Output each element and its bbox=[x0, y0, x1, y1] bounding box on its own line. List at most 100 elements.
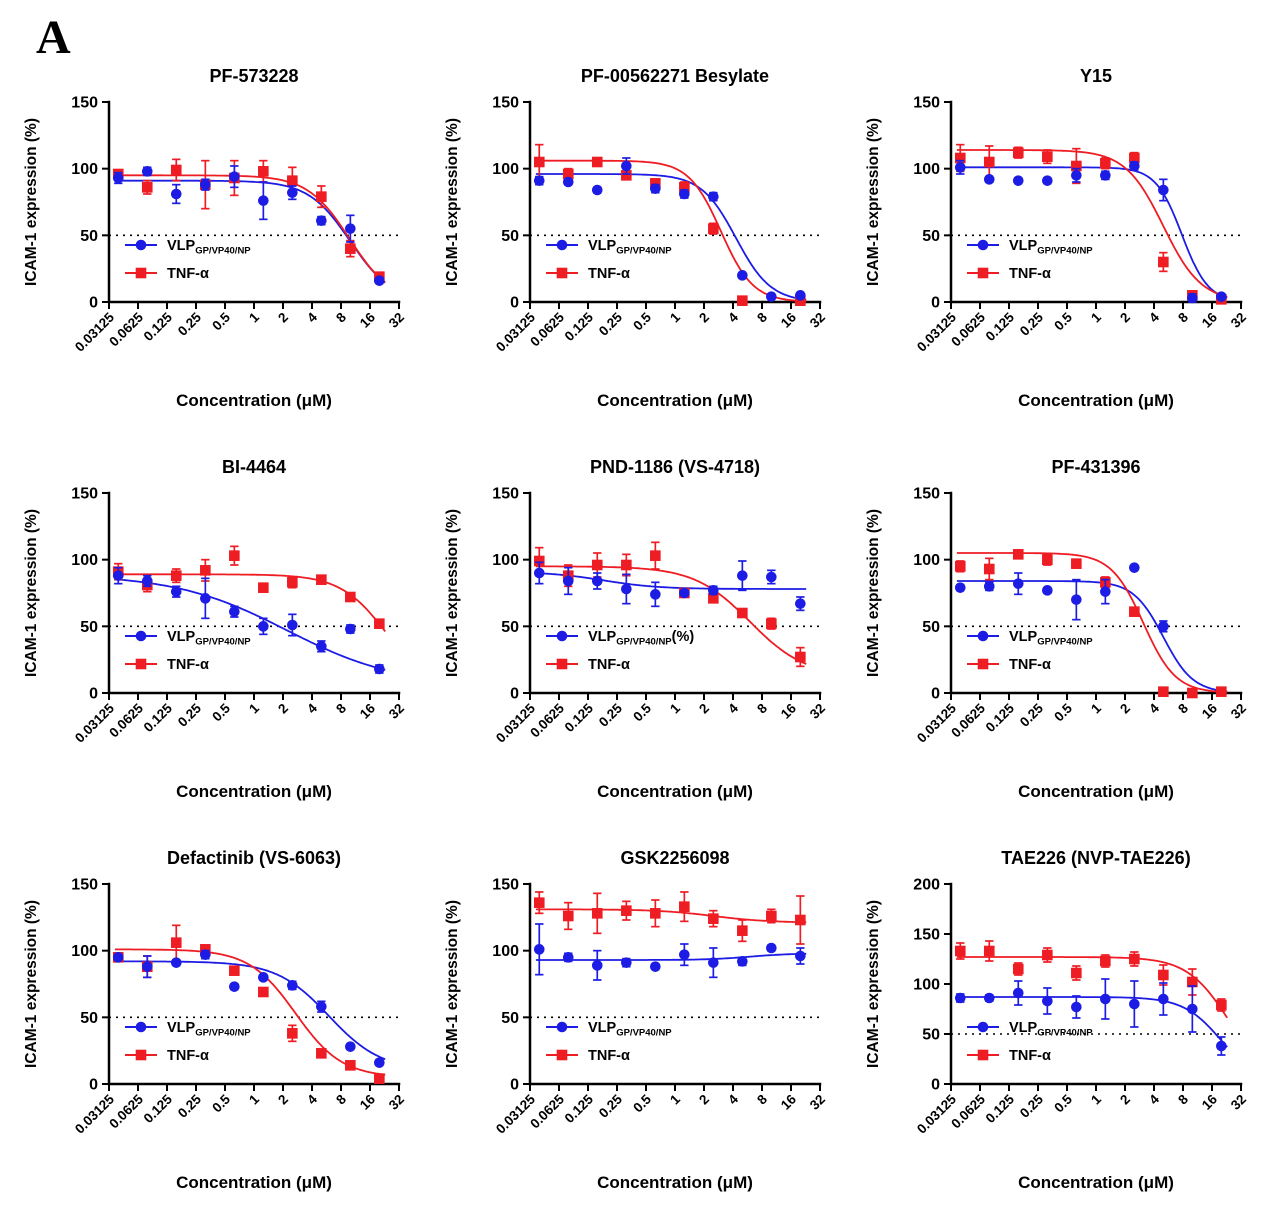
x-tick-label: 4 bbox=[1146, 309, 1162, 325]
chart-title: TAE226 (NVP-TAE226) bbox=[1001, 848, 1190, 868]
legend-marker-circle bbox=[135, 239, 146, 251]
data-point-vlp bbox=[649, 961, 661, 972]
x-tick-label: 0.03125 bbox=[913, 1091, 958, 1136]
x-tick-label: 0.03125 bbox=[492, 309, 537, 354]
x-axis-label: Concentration (μM) bbox=[597, 391, 753, 410]
x-tick-label: 0.25 bbox=[595, 700, 625, 730]
x-tick-label: 2 bbox=[696, 701, 712, 717]
x-tick-label: 32 bbox=[385, 310, 406, 331]
data-point-tnf bbox=[678, 182, 690, 193]
x-tick-label: 32 bbox=[806, 701, 827, 722]
legend-label-vlp: VLPGP/VP40/NP bbox=[167, 1020, 251, 1039]
legend-label-vlp: VLPGP/VP40/NP bbox=[1009, 1020, 1093, 1039]
data-point-vlp bbox=[199, 949, 211, 960]
chart-cell-4: BI-4464 ICAM-1 expression (%) Concentratio… bbox=[8, 441, 429, 826]
fit-curve-vlp bbox=[956, 996, 1228, 1048]
legend-marker-square bbox=[977, 1049, 988, 1061]
data-point-tnf bbox=[170, 164, 182, 176]
data-point-tnf bbox=[533, 897, 545, 908]
x-tick-label: 0.0625 bbox=[106, 700, 146, 740]
data-point-tnf bbox=[373, 618, 385, 629]
data-point-vlp bbox=[678, 949, 690, 960]
data-point-tnf bbox=[954, 152, 966, 164]
data-point-vlp bbox=[765, 942, 777, 954]
x-tick-label: 0.5 bbox=[1051, 1091, 1075, 1115]
x-tick-label: 16 bbox=[356, 309, 378, 331]
chart-cell-6: PF-431396 ICAM-1 expression (%) Concentrat… bbox=[850, 441, 1271, 826]
data-point-tnf bbox=[315, 191, 327, 202]
data-point-vlp bbox=[1012, 578, 1024, 589]
data-point-vlp bbox=[736, 570, 748, 581]
data-point-vlp bbox=[286, 980, 298, 991]
x-tick-label: 4 bbox=[304, 1091, 320, 1107]
x-tick-label: 0.03125 bbox=[71, 1091, 116, 1136]
y-tick-label: 150 bbox=[71, 95, 98, 112]
data-point-tnf bbox=[228, 965, 240, 976]
data-point-tnf bbox=[1041, 949, 1053, 961]
data-point-vlp bbox=[1157, 621, 1169, 632]
y-tick-label: 0 bbox=[510, 686, 519, 703]
data-point-vlp bbox=[315, 215, 327, 226]
x-tick-label: 8 bbox=[1175, 1091, 1191, 1107]
data-point-vlp bbox=[591, 184, 603, 196]
data-point-tnf bbox=[562, 910, 574, 922]
legend-item-tnf: TNF-α bbox=[966, 657, 1051, 673]
x-tick-label: 2 bbox=[696, 310, 712, 326]
data-point-vlp bbox=[1070, 594, 1082, 605]
y-tick-label: 0 bbox=[89, 295, 98, 312]
data-point-vlp bbox=[533, 944, 545, 955]
legend-label-tnf: TNF-α bbox=[588, 1048, 630, 1064]
x-tick-label: 1 bbox=[667, 700, 683, 716]
data-point-vlp bbox=[562, 575, 574, 587]
data-point-tnf bbox=[620, 905, 632, 916]
chart-title: PF-573228 bbox=[209, 66, 298, 86]
data-point-vlp bbox=[141, 575, 153, 587]
chart-svg: TAE226 (NVP-TAE226) ICAM-1 expression (%)… bbox=[865, 848, 1249, 1192]
x-tick-label: 0.125 bbox=[140, 309, 175, 344]
data-point-vlp bbox=[591, 960, 603, 971]
data-point-tnf bbox=[736, 607, 748, 619]
x-axis-label: Concentration (μM) bbox=[1018, 1173, 1174, 1192]
data-point-tnf bbox=[1186, 976, 1198, 988]
data-point-tnf bbox=[794, 651, 806, 663]
legend-item-vlp: VLPGP/VP40/NP bbox=[966, 238, 1093, 257]
x-tick-label: 1 bbox=[667, 309, 683, 325]
legend-marker-circle bbox=[556, 630, 567, 642]
data-point-vlp bbox=[620, 583, 632, 595]
legend-marker-square bbox=[556, 267, 567, 279]
data-point-tnf bbox=[170, 937, 182, 948]
chart-svg: PF-431396 ICAM-1 expression (%) Concentrat… bbox=[865, 457, 1249, 801]
x-tick-label: 0.25 bbox=[174, 1091, 204, 1121]
x-tick-label: 0.5 bbox=[209, 309, 233, 333]
data-point-vlp bbox=[257, 195, 269, 206]
data-point-vlp bbox=[794, 290, 806, 301]
data-point-vlp bbox=[199, 179, 211, 190]
data-point-vlp bbox=[1186, 1003, 1198, 1015]
x-tick-label: 0.0625 bbox=[106, 309, 146, 349]
data-point-tnf bbox=[1128, 953, 1140, 965]
x-tick-label: 16 bbox=[1198, 309, 1220, 331]
x-tick-label: 0.5 bbox=[630, 309, 654, 333]
x-tick-label: 0.5 bbox=[1051, 700, 1075, 724]
data-point-tnf bbox=[373, 1073, 385, 1084]
y-tick-label: 150 bbox=[492, 486, 519, 503]
y-axis-label: ICAM-1 expression (%) bbox=[444, 118, 461, 286]
chart-svg: Defactinib (VS-6063) ICAM-1 expression (%… bbox=[23, 848, 407, 1192]
chart-cell-8: GSK2256098 ICAM-1 expression (%) Concentra… bbox=[429, 832, 850, 1217]
legend-marker-circle bbox=[135, 1021, 146, 1033]
x-tick-label: 16 bbox=[356, 700, 378, 722]
x-tick-label: 8 bbox=[754, 700, 770, 716]
legend-label-tnf: TNF-α bbox=[1009, 266, 1051, 282]
data-point-tnf bbox=[1157, 969, 1169, 981]
x-tick-label: 4 bbox=[725, 309, 741, 325]
fit-curve-vlp bbox=[956, 166, 1227, 299]
x-tick-label: 2 bbox=[1117, 310, 1133, 326]
data-point-vlp bbox=[1215, 1040, 1227, 1052]
data-point-vlp bbox=[707, 191, 719, 202]
x-axis-label: Concentration (μM) bbox=[597, 782, 753, 801]
data-point-tnf bbox=[649, 178, 661, 189]
y-tick-label: 0 bbox=[89, 1077, 98, 1094]
legend-item-tnf: TNF-α bbox=[966, 266, 1051, 282]
x-tick-label: 0.125 bbox=[561, 309, 596, 344]
data-point-vlp bbox=[1157, 184, 1169, 196]
